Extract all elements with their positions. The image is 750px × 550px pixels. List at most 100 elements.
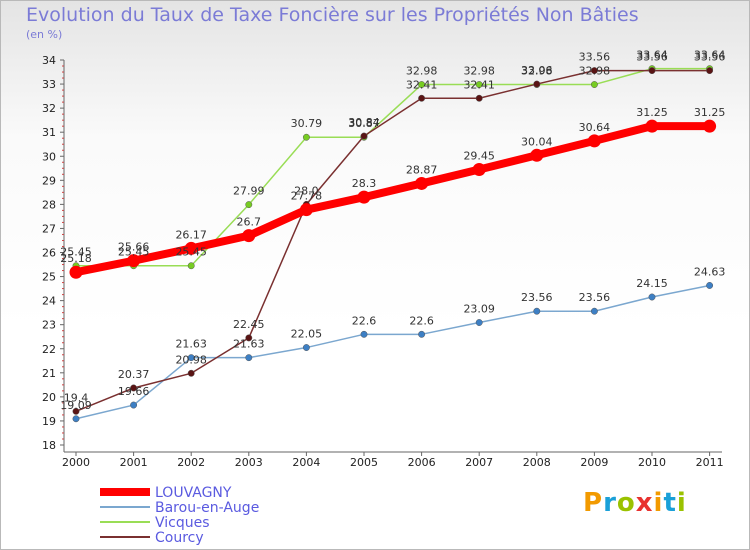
- y-tick-label: 29: [42, 174, 56, 187]
- data-point: [706, 282, 714, 289]
- data-point: [245, 201, 253, 209]
- y-tick-label: 20: [42, 391, 56, 404]
- x-tick-label: 2003: [235, 456, 263, 469]
- logo-letter: t: [663, 488, 677, 518]
- data-point: [418, 81, 426, 88]
- data-point: [706, 67, 714, 75]
- data-label: 20.98: [175, 353, 207, 366]
- y-tick-label: 18: [42, 439, 56, 452]
- data-label: 33.06: [521, 64, 553, 77]
- data-point: [130, 384, 138, 392]
- data-label: 28.3: [352, 177, 377, 190]
- y-tick-label: 33: [42, 78, 56, 91]
- data-label: 29.45: [463, 149, 495, 162]
- series-line: [72, 122, 714, 277]
- data-label: 23.56: [521, 291, 553, 304]
- data-label: 32.41: [463, 78, 495, 91]
- data-label: 32.41: [406, 78, 438, 91]
- data-label: 19.66: [118, 385, 150, 398]
- y-tick-label: 23: [42, 319, 56, 332]
- data-label: 25.45: [60, 246, 92, 259]
- series-lines: [69, 65, 717, 423]
- data-point: [645, 119, 659, 133]
- data-point: [360, 330, 368, 338]
- data-point: [187, 369, 195, 377]
- data-point: [648, 67, 656, 75]
- data-label: 25.45: [118, 246, 150, 259]
- y-tick-label: 24: [42, 295, 56, 308]
- data-label: 22.45: [233, 318, 265, 331]
- data-label: 33.64: [694, 49, 726, 62]
- x-tick-label: 2000: [62, 456, 90, 469]
- data-label: 33.64: [636, 49, 668, 62]
- data-point: [533, 307, 541, 315]
- legend-label: Barou-en-Auge: [155, 500, 259, 516]
- axes: 18 19 20 21 22 23 24 25 26 27 28 29 30 31 32 33 34 2000 20…: [42, 54, 724, 469]
- data-label: 32.98: [406, 65, 438, 78]
- data-label: 32.98: [521, 65, 553, 78]
- logo-letter: P: [583, 488, 604, 518]
- y-tick-label: 34: [42, 54, 56, 67]
- data-label: 24.63: [694, 265, 726, 278]
- proxiti-logo: Proxiti: [583, 488, 687, 518]
- data-label: 25.45: [175, 246, 207, 259]
- x-tick-label: 2006: [408, 456, 436, 469]
- x-tick-label: 2008: [523, 456, 551, 469]
- data-label: 26.7: [237, 216, 262, 229]
- y-tick-label: 28: [42, 198, 56, 211]
- x-tick-label: 2002: [177, 456, 205, 469]
- data-label: 32.98: [579, 65, 611, 78]
- logo-letter: i: [653, 488, 664, 518]
- logo-letter: o: [616, 488, 636, 518]
- legend-label: Courcy: [155, 530, 204, 546]
- data-label: 23.56: [579, 291, 611, 304]
- y-tick-label: 25: [42, 271, 56, 284]
- data-point: [302, 133, 310, 141]
- data-label: 33.56: [636, 51, 668, 64]
- logo-letter: r: [603, 488, 617, 518]
- data-point: [357, 190, 371, 204]
- data-label: 30.64: [579, 121, 611, 134]
- series-line: [75, 69, 711, 413]
- data-point: [475, 94, 483, 102]
- x-tick-label: 2005: [350, 456, 378, 469]
- y-tick-label: 30: [42, 150, 56, 163]
- data-label: 19.09: [60, 399, 92, 412]
- data-label: 33.56: [579, 51, 611, 64]
- data-point: [418, 94, 426, 102]
- data-point: [648, 293, 656, 301]
- data-label: 22.6: [409, 314, 434, 327]
- data-point: [245, 334, 253, 342]
- data-point: [530, 148, 544, 162]
- data-label: 19.4: [64, 391, 89, 404]
- x-tick-label: 2009: [580, 456, 608, 469]
- data-point: [590, 81, 598, 88]
- data-point: [587, 134, 601, 148]
- data-point: [299, 203, 313, 217]
- data-point: [590, 307, 598, 315]
- data-label: 24.15: [636, 277, 668, 290]
- x-tick-label: 2007: [465, 456, 493, 469]
- data-label: 31.25: [636, 106, 668, 119]
- y-tick-label: 21: [42, 367, 56, 380]
- data-point: [187, 262, 195, 270]
- data-label: 30.04: [521, 135, 553, 148]
- data-point: [703, 119, 717, 133]
- data-point: [72, 407, 80, 415]
- data-point: [533, 80, 541, 88]
- logo-letter: x: [635, 488, 654, 518]
- data-point: [127, 254, 141, 268]
- data-label: 27.99: [233, 185, 265, 198]
- data-point: [72, 415, 80, 423]
- data-label: 27.78: [291, 190, 323, 203]
- data-label: 30.87: [348, 117, 380, 130]
- data-label: 22.6: [352, 314, 377, 327]
- data-point: [472, 162, 486, 176]
- data-label: 30.84: [348, 116, 380, 129]
- data-label: 22.05: [291, 328, 323, 341]
- chart-unit-label: (en %): [26, 28, 63, 41]
- data-point: [187, 354, 195, 362]
- data-point: [242, 229, 256, 243]
